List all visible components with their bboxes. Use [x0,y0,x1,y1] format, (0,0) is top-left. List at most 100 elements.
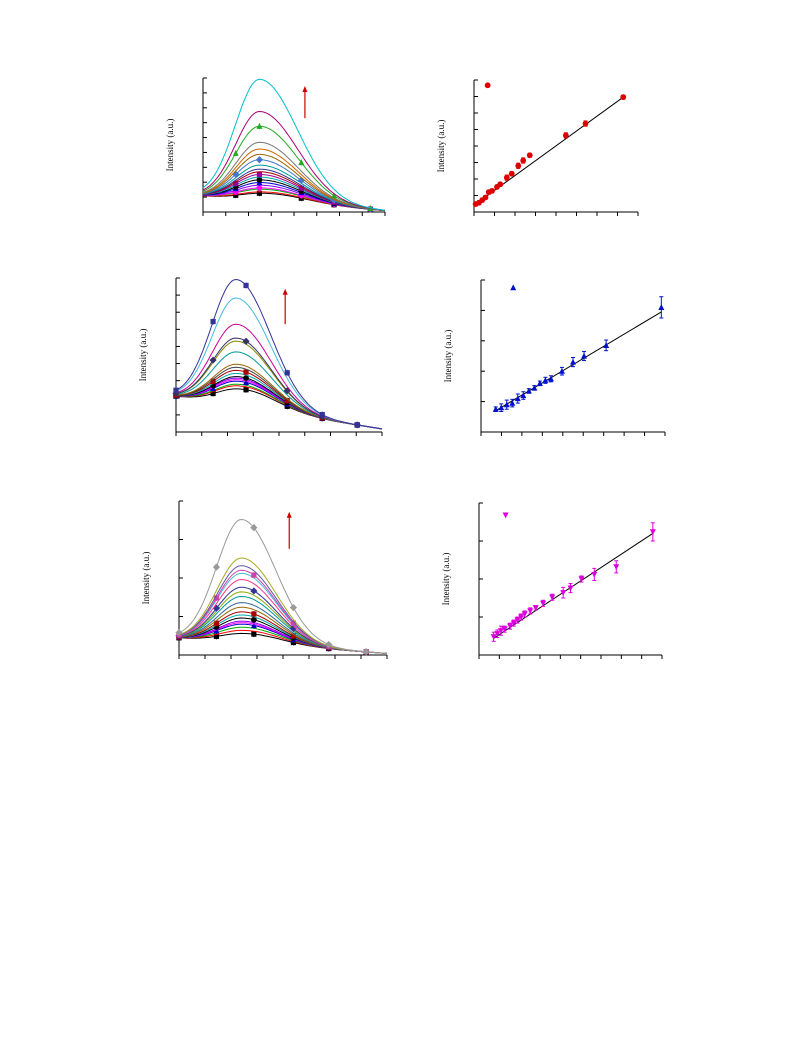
spectrum-series-17 [175,278,383,430]
data-point-1 [492,406,499,412]
spectrum-series-7-marker [256,176,263,183]
spectrum-series-1-marker [210,390,216,397]
y-axis-label: Intensity (a.u.) [165,119,175,172]
spectrum-series-20-marker [289,603,297,612]
spectrum-series-4-marker [250,622,257,629]
spectrum-series-9-marker [298,185,304,191]
data-point-13 [570,358,576,365]
spectrum-series-17-marker [251,572,257,578]
spectrum-series-17-marker [331,192,338,199]
legend-marker [484,82,491,89]
spectrum-series-17 [202,125,386,211]
spectrum-series-17-marker [243,282,249,289]
data-point-2 [498,404,505,411]
spectrum-series-9-marker [256,171,263,178]
spectrum-series-4-marker [243,379,250,385]
data-point-15 [603,342,610,348]
data-point-12 [558,368,565,374]
y-axis-label: Intensity (a.u.) [441,553,451,606]
data-point-10 [527,608,534,615]
y-axis-label: Intensity (a.u.) [138,329,148,382]
spectrum-series-4-marker [255,184,264,192]
data-point-15 [567,585,574,592]
increase-arrow [302,86,308,119]
spectrum-series-9-marker [210,378,216,384]
spectrum-series-17-marker [232,150,239,156]
panel-linear-1: Intensity (a.u.) [436,79,639,216]
spectrum-series-1-marker [213,633,220,639]
data-point-4 [501,626,508,633]
data-point-2 [494,631,501,637]
panel-spectra-2: Intensity (a.u.) [138,277,383,436]
data-point-3 [503,401,510,408]
data-point-18 [613,564,620,571]
data-point-3 [497,628,504,634]
y-axis-label: Intensity (a.u.) [141,552,151,605]
spectrum-series-4-marker [213,627,220,634]
spectrum-series-9-marker [243,369,249,375]
spectrum-series-14-marker [172,389,180,397]
spectrum-series-14-marker [242,337,250,345]
data-point-9 [521,611,528,618]
data-point-10 [542,377,549,383]
data-point-1 [490,634,497,640]
data-point-12 [520,157,527,164]
spectrum-series-17-marker [298,159,305,166]
spectrum-series-13-marker [330,196,338,204]
spectrum-series-19 [202,78,386,211]
data-point-13 [549,594,556,601]
data-point-11 [515,162,522,169]
spectrum-series-20-marker [175,629,183,637]
spectrum-series-17-marker [256,123,263,129]
spectrum-series-17-marker [213,595,220,601]
spectrum-series-7-marker [250,616,257,623]
increase-arrow [282,288,288,325]
data-point-7 [514,617,521,624]
spectrum-series-9-marker [213,620,220,626]
data-point-11 [547,375,554,382]
spectrum-series-20-marker [325,640,333,649]
increase-arrow [286,511,292,549]
spectrum-series-16 [175,297,383,430]
spectrum-series-1-marker [243,387,249,393]
panel-linear-2: Intensity (a.u.) [443,279,666,436]
y-axis-label: Intensity (a.u.) [436,120,446,173]
spectrum-series-20-marker [212,563,221,571]
data-point-8 [518,614,525,621]
data-point-4 [482,194,489,201]
spectrum-series-13-marker [255,156,264,164]
data-point-6 [520,392,527,399]
spectrum-series-14-marker [250,587,258,595]
spectrum-series-14-marker [289,624,297,632]
data-point-14 [560,590,567,596]
data-point-15 [582,120,589,127]
spectrum-series-9-marker [251,611,257,617]
panel-spectra-3: Intensity (a.u.) [141,500,388,659]
data-point-16 [620,94,627,101]
data-point-7 [525,387,532,394]
spectrum-series-1-marker [251,631,257,637]
data-point-5 [507,623,514,630]
spectrum-series-18 [202,110,386,211]
data-point-19 [649,529,656,536]
spectrum-series-17-marker [210,318,216,325]
data-point-6 [489,187,495,194]
data-point-8 [531,384,538,391]
spectrum-series-17-marker [173,387,179,393]
panel-spectra-1: Intensity (a.u.) [165,77,386,216]
spectrum-series-13-marker [297,176,305,184]
spectrum-series-20 [178,518,388,654]
spectrum-series-9-marker [233,180,239,187]
spectrum-series-7-marker [243,375,249,381]
data-point-9 [503,174,510,181]
data-point-4 [509,399,516,406]
data-point-13 [526,152,533,159]
data-point-6 [510,620,517,627]
spectrum-series-16 [202,141,386,211]
spectrum-series-17-marker [354,422,360,428]
spectrum-series-9-marker [284,398,290,404]
spectrum-series-14-marker [209,356,217,364]
data-point-12 [540,600,547,607]
spectrum-series-9-marker [290,633,296,639]
